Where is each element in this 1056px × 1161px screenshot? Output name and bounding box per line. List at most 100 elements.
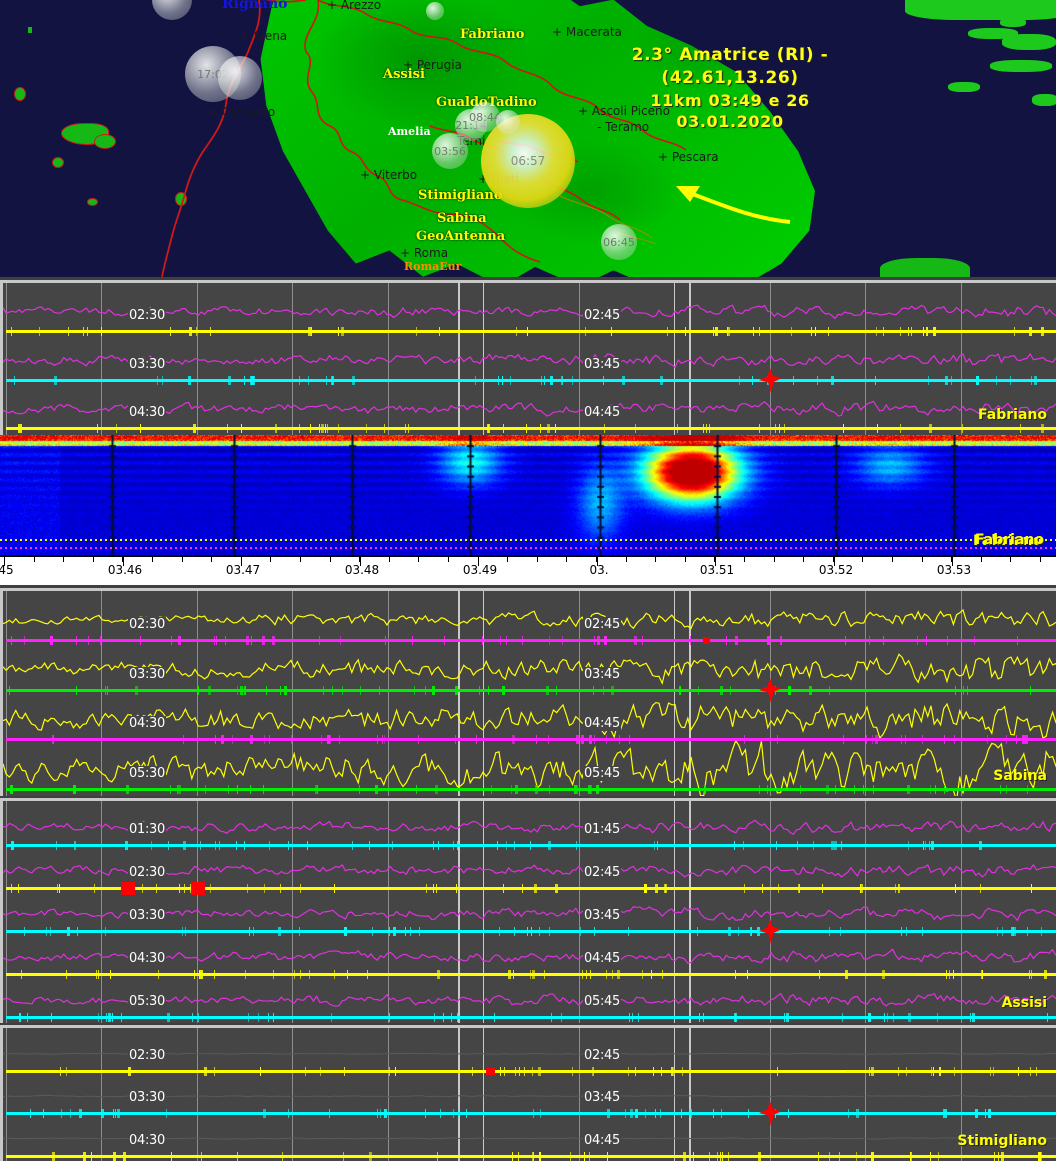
- trace-tick: [899, 884, 900, 893]
- trace-tick: [194, 970, 195, 979]
- event-bubble[interactable]: [496, 110, 520, 134]
- trace-tick: [982, 970, 983, 979]
- event-bubble[interactable]: [152, 0, 192, 20]
- trace-tick: [893, 1013, 894, 1022]
- croatia-island-6: [1000, 18, 1026, 27]
- trace-tick: [572, 376, 573, 385]
- trace-tick: [895, 884, 896, 893]
- seismogram-panel-fabriano[interactable]: 02:30 02:45 03:30 03:45 04:30 04:45 Fabriano: [0, 280, 1056, 435]
- grid-line: [961, 283, 962, 435]
- axis-tick-minor: [1010, 557, 1011, 562]
- secondary-event-marker[interactable]: [486, 1068, 495, 1075]
- event-bubble[interactable]: 03:56: [432, 133, 468, 169]
- trace-tick: [777, 735, 778, 744]
- axis-tick-minor: [507, 557, 508, 562]
- trace-tick: [945, 376, 948, 385]
- spectro-station-overlay: Fabriano: [975, 532, 1044, 548]
- trace-tick: [294, 970, 295, 979]
- trace-tick: [367, 970, 368, 979]
- trace-tick: [419, 927, 420, 936]
- trace-tick: [52, 735, 53, 744]
- trace-tick: [382, 735, 383, 744]
- croatia-island-2: [1002, 34, 1056, 50]
- trace-tick: [338, 424, 339, 433]
- secondary-event-marker[interactable]: [191, 882, 205, 895]
- trace-tick: [1038, 1152, 1041, 1161]
- data-gap-line: [783, 1071, 845, 1072]
- trace-tick: [799, 884, 800, 893]
- trace-tick: [555, 424, 556, 433]
- event-bubble[interactable]: [218, 56, 262, 100]
- trace-tick: [901, 927, 902, 936]
- trace-tick: [682, 1067, 683, 1076]
- trace-tick: [241, 424, 242, 433]
- waveform-traces: [3, 608, 1056, 796]
- trace-tick: [540, 424, 541, 433]
- trace-tick: [530, 970, 531, 979]
- trace-tick: [341, 327, 344, 336]
- trace-tick: [642, 970, 643, 979]
- seismogram-panel-sabina[interactable]: 02:30 02:45 03:30 03:45 04:30 04:45 05:30 05:45…: [0, 588, 1056, 796]
- trace-tick: [221, 735, 224, 744]
- trace-tick: [589, 1152, 590, 1161]
- trace-tick: [27, 1013, 28, 1022]
- event-bubble[interactable]: [426, 2, 444, 20]
- trace-tick: [522, 884, 523, 893]
- trace-tick: [73, 785, 76, 794]
- trace-tick: [518, 1152, 519, 1161]
- trace-tick: [185, 927, 186, 936]
- grid-line: [197, 801, 198, 1023]
- trace-tick: [343, 1152, 344, 1161]
- trace-tick: [585, 327, 586, 336]
- trace-tick: [871, 1067, 874, 1076]
- trace-tick: [990, 1067, 991, 1076]
- trace-tick: [706, 424, 707, 433]
- axis-tick-minor: [4, 557, 5, 562]
- event-bubble-time: 06:57: [510, 154, 546, 168]
- trace-tick: [503, 884, 504, 893]
- secondary-event-marker[interactable]: [121, 882, 135, 895]
- trace-tick: [263, 1109, 266, 1118]
- axis-tick-minor: [34, 557, 35, 562]
- trace-tick: [597, 636, 600, 645]
- trace-tick: [611, 327, 612, 336]
- secondary-event-marker[interactable]: [703, 637, 710, 644]
- main-event-bubble[interactable]: 06:57: [481, 114, 575, 208]
- trace-tick: [1029, 970, 1030, 979]
- trace-tick: [331, 376, 332, 385]
- trace-tick: [458, 1109, 459, 1118]
- trace-tick: [236, 841, 237, 850]
- trace-tick: [250, 785, 251, 794]
- grid-line: [197, 591, 198, 796]
- trace-tick: [282, 1152, 283, 1161]
- trace-tick: [502, 376, 503, 385]
- axis-tick-minor: [478, 557, 479, 562]
- trace-tick: [244, 686, 245, 695]
- axis-tick-minor: [241, 557, 242, 562]
- event-bubble[interactable]: 08:44: [469, 102, 501, 132]
- map-panel[interactable]: Rignano + Arezzo + Siena + Grosseto + Perugi…: [0, 0, 1056, 277]
- trace-tick: [504, 1067, 505, 1076]
- trace-tick: [11, 327, 12, 336]
- grid-line: [101, 801, 102, 1023]
- spectrogram-panel[interactable]: Fabriano 45 03.46 03.47 03.48 03.49 03. 03.51 0…: [0, 435, 1056, 585]
- trace-tick: [205, 785, 206, 794]
- grid-line-major: [689, 591, 691, 796]
- seismogram-panel-assisi[interactable]: 01:30 01:45 02:30 02:45 03:30 03:45 04:30 04:45…: [0, 798, 1056, 1023]
- event-bubble[interactable]: 06:45: [601, 224, 637, 260]
- time-label-left: 04:30: [128, 716, 166, 731]
- trace-tick: [123, 1152, 126, 1161]
- trace-tick: [654, 841, 655, 850]
- trace-tick: [871, 1152, 874, 1161]
- trace-tick: [722, 1152, 723, 1161]
- quake-title-line1: 2.3° Amatrice (RI) - (42.61,13.26): [631, 45, 829, 88]
- trace-tick: [74, 841, 75, 850]
- trace-tick: [689, 1109, 692, 1118]
- seismogram-panel-stimigliano[interactable]: 02:30 02:45 03:30 03:45 04:30 04:45 Stimiglian…: [0, 1025, 1056, 1161]
- trace-tick: [734, 841, 735, 850]
- trace-tick: [115, 1109, 116, 1118]
- trace-tick: [366, 424, 367, 433]
- trace-tick: [214, 970, 215, 979]
- trace-tick: [52, 1152, 55, 1161]
